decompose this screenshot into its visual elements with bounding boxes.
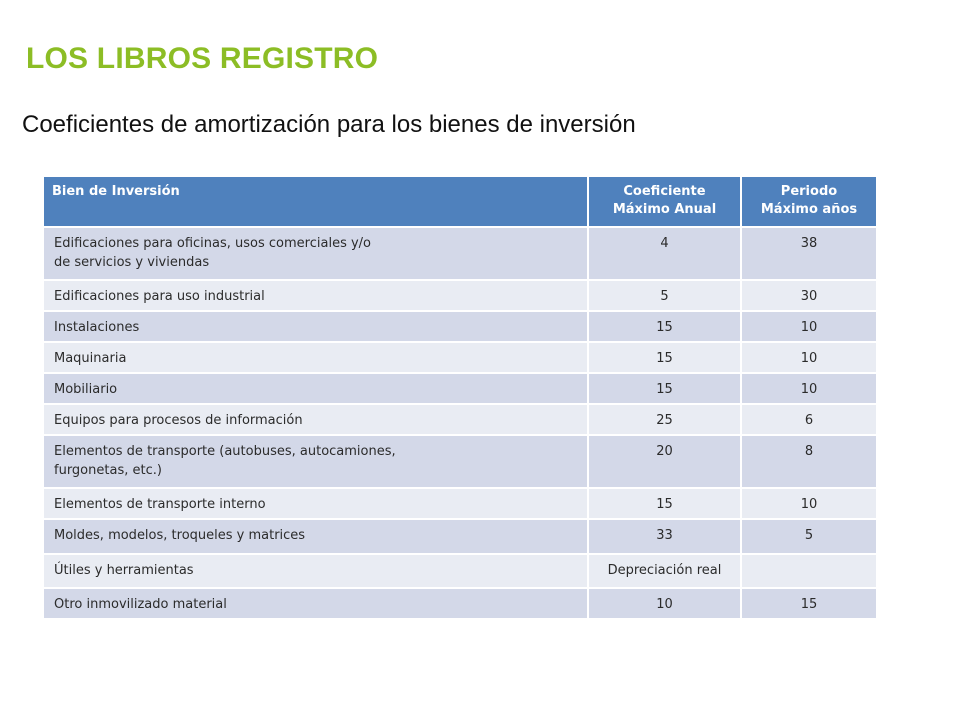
cell-coeficiente: 33: [587, 518, 742, 555]
amortization-table: Bien de Inversión Coeficiente Máximo Anu…: [42, 175, 878, 620]
header-periodo: Periodo Máximo años: [740, 175, 878, 228]
table-row: Instalaciones 15 10: [42, 310, 878, 343]
cell-periodo: 8: [740, 434, 878, 489]
header-bien-inversion: Bien de Inversión: [42, 175, 589, 228]
cell-coeficiente: 15: [587, 487, 742, 520]
cell-coeficiente: 5: [587, 279, 742, 312]
cell-periodo: [740, 553, 878, 589]
cell-periodo: 15: [740, 587, 878, 620]
table-row: Edificaciones para uso industrial 5 30: [42, 279, 878, 312]
cell-periodo: 10: [740, 310, 878, 343]
cell-bien: Otro inmovilizado material: [42, 587, 589, 620]
table-row: Otro inmovilizado material 10 15: [42, 587, 878, 620]
cell-coeficiente: 25: [587, 403, 742, 436]
cell-coeficiente: 10: [587, 587, 742, 620]
cell-bien: Elementos de transporte interno: [42, 487, 589, 520]
header-coeficiente: Coeficiente Máximo Anual: [587, 175, 742, 228]
table-row: Equipos para procesos de información 25 …: [42, 403, 878, 436]
table-row: Maquinaria 15 10: [42, 341, 878, 374]
cell-coeficiente: 4: [587, 226, 742, 281]
cell-bien: Elementos de transporte (autobuses, auto…: [42, 434, 589, 489]
cell-bien: Moldes, modelos, troqueles y matrices: [42, 518, 589, 555]
table-row: Moldes, modelos, troqueles y matrices 33…: [42, 518, 878, 555]
cell-coeficiente: Depreciación real: [587, 553, 742, 589]
cell-bien: Edificaciones para oficinas, usos comerc…: [42, 226, 589, 281]
cell-coeficiente: 15: [587, 341, 742, 374]
slide-subtitle: Coeficientes de amortización para los bi…: [22, 111, 636, 138]
cell-periodo: 5: [740, 518, 878, 555]
cell-periodo: 30: [740, 279, 878, 312]
cell-periodo: 10: [740, 341, 878, 374]
table-header-row: Bien de Inversión Coeficiente Máximo Anu…: [42, 175, 878, 228]
table-row: Elementos de transporte (autobuses, auto…: [42, 434, 878, 489]
cell-bien: Edificaciones para uso industrial: [42, 279, 589, 312]
table-row: Elementos de transporte interno 15 10: [42, 487, 878, 520]
cell-bien: Equipos para procesos de información: [42, 403, 589, 436]
cell-coeficiente: 15: [587, 372, 742, 405]
table-row: Edificaciones para oficinas, usos comerc…: [42, 226, 878, 281]
cell-bien: Útiles y herramientas: [42, 553, 589, 589]
cell-bien: Maquinaria: [42, 341, 589, 374]
cell-coeficiente: 15: [587, 310, 742, 343]
cell-coeficiente: 20: [587, 434, 742, 489]
cell-bien: Mobiliario: [42, 372, 589, 405]
cell-periodo: 6: [740, 403, 878, 436]
cell-periodo: 10: [740, 372, 878, 405]
table-row: Útiles y herramientas Depreciación real: [42, 553, 878, 589]
cell-periodo: 10: [740, 487, 878, 520]
table-row: Mobiliario 15 10: [42, 372, 878, 405]
cell-periodo: 38: [740, 226, 878, 281]
cell-bien: Instalaciones: [42, 310, 589, 343]
slide-title: LOS LIBROS REGISTRO: [26, 42, 379, 75]
